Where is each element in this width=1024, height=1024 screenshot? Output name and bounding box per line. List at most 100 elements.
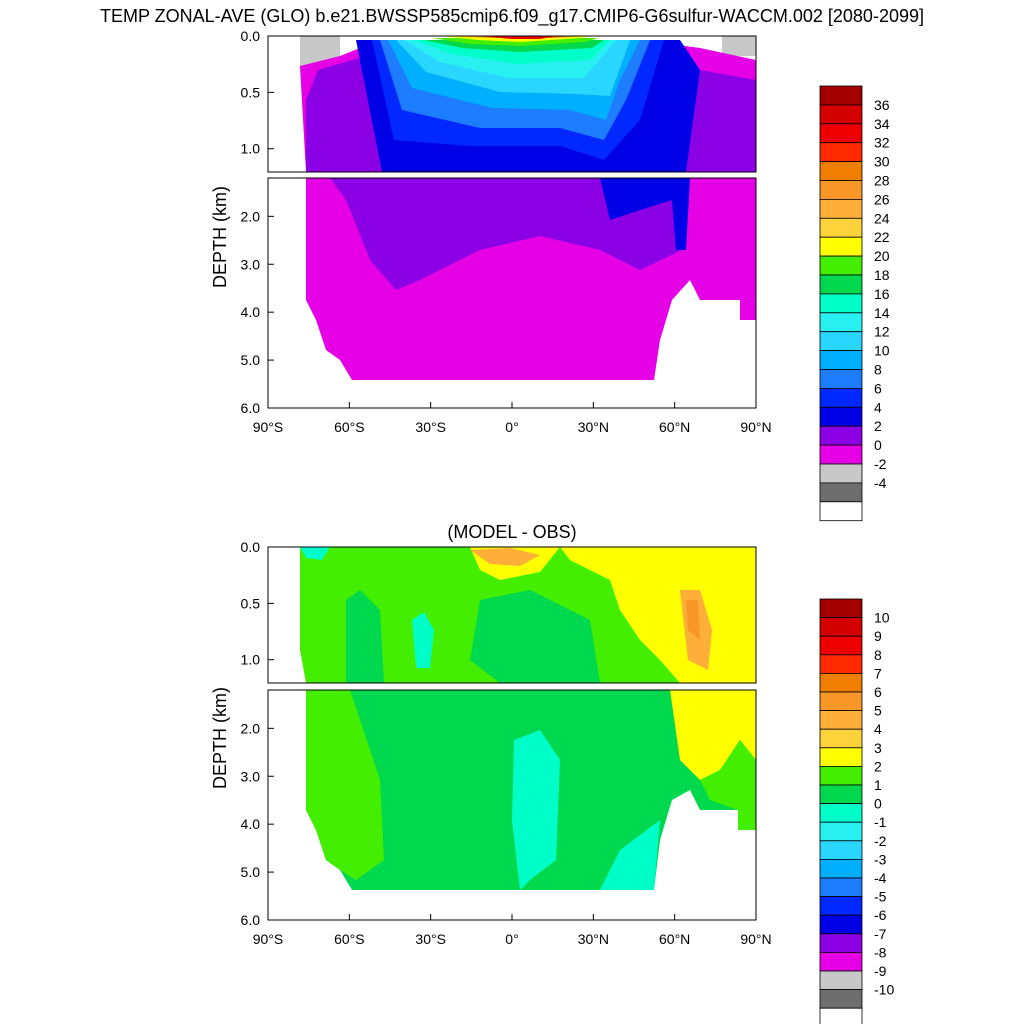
colorbar-swatch [819, 501, 863, 522]
colorbar-swatch [819, 236, 863, 257]
x-tick-label: 60°S [334, 931, 365, 947]
colorbar-swatch [819, 710, 863, 730]
colorbar-swatch [819, 444, 863, 465]
colorbar-label: 20 [874, 248, 890, 264]
panel-2-title: (MODEL - OBS) [447, 522, 577, 542]
colorbar-label: 2 [874, 758, 882, 774]
colorbar-swatch [819, 896, 863, 916]
colorbar-label: 14 [874, 305, 890, 321]
colorbar-label: -5 [874, 889, 887, 905]
colorbar-swatch [819, 85, 863, 106]
panel-2-upper-field [267, 546, 757, 684]
colorbar-swatch [819, 104, 863, 125]
colorbar-swatch [819, 803, 863, 823]
y-tick-label: 1.0 [241, 141, 261, 157]
colorbar-swatch [819, 387, 863, 408]
colorbar-label: -7 [874, 926, 887, 942]
x-tick-label: 30°S [415, 419, 446, 435]
colorbar-swatch [819, 673, 863, 693]
colorbar-label: -8 [874, 944, 887, 960]
y-tick-label: 2.0 [241, 208, 261, 224]
colorbar-label: 16 [874, 286, 890, 302]
colorbar-swatch [819, 766, 863, 786]
colorbar-swatch [819, 180, 863, 200]
x-tick-label: 30°S [415, 931, 446, 947]
colorbar-swatch [819, 989, 863, 1009]
colorbar-swatch [819, 933, 863, 953]
x-tick-label: 30°N [578, 931, 609, 947]
y-tick-label: 1.0 [241, 652, 261, 668]
colorbar-label: 1 [874, 777, 882, 793]
colorbar-label: 32 [874, 135, 890, 151]
colorbar-label: 26 [874, 191, 890, 207]
colorbar-label: -2 [874, 833, 887, 849]
colorbar-label: 4 [874, 399, 882, 415]
colorbar-label: 3 [874, 740, 882, 756]
x-tick-label: 60°N [659, 931, 690, 947]
y-tick-label: 2.0 [241, 720, 261, 736]
panel-2-lower-field [267, 689, 757, 921]
panel-1-lower-field [267, 177, 757, 409]
colorbar-swatch [819, 331, 863, 352]
x-tick-label: 60°S [334, 419, 365, 435]
colorbar-label: 8 [874, 362, 882, 378]
colorbar-label: 10 [874, 343, 890, 359]
colorbar-swatch [819, 691, 863, 712]
colorbar-swatch [819, 482, 863, 503]
panel-1-upper-field [267, 35, 757, 173]
colorbar-swatch [819, 463, 863, 484]
colorbar-swatch [819, 784, 863, 805]
colorbar-swatch [819, 598, 863, 619]
colorbar-label: 28 [874, 173, 890, 189]
panel-1-plot [267, 35, 757, 409]
colorbar-swatch [819, 350, 863, 370]
colorbar-label: -6 [874, 907, 887, 923]
y-tick-label: 0.0 [241, 539, 261, 555]
colorbar-swatch [819, 635, 863, 656]
colorbar-swatch [819, 255, 863, 276]
colorbar-label: -3 [874, 851, 887, 867]
colorbar-swatch [819, 840, 863, 860]
colorbar-label: 8 [874, 647, 882, 663]
colorbar-label: -1 [874, 814, 887, 830]
colorbar-swatch [819, 161, 863, 181]
colorbar-swatch [819, 877, 863, 898]
colorbar-label: 9 [874, 628, 882, 644]
panel-2-plot [267, 546, 757, 921]
colorbar-label: 4 [874, 721, 882, 737]
colorbar-swatch [819, 312, 863, 333]
colorbar-label: 22 [874, 229, 890, 245]
colorbar-swatch [819, 1007, 863, 1024]
colorbar-label: 0 [874, 796, 882, 812]
x-tick-label: 60°N [659, 419, 690, 435]
colorbar-swatch [819, 821, 863, 842]
colorbar-swatch [819, 747, 863, 767]
axes-layer: 90°S 60°S 30°S 0° 30°N 60°N 90°N 0.0 0.5 1.0 2.0 3.… [210, 28, 772, 947]
x-tick-label: 0° [505, 931, 518, 947]
colorbar-label: -4 [874, 870, 887, 886]
chart-title: TEMP ZONAL-AVE (GLO) b.e21.BWSSP585cmip6… [99, 6, 924, 26]
colorbar-swatch [819, 728, 863, 749]
colorbar-swatch [819, 425, 863, 446]
y-tick-label: 5.0 [241, 864, 261, 880]
colorbar-swatch [819, 142, 863, 162]
colorbar-swatch [819, 198, 863, 219]
colorbar-label: 5 [874, 703, 882, 719]
x-tick-label: 90°S [253, 419, 284, 435]
colorbar-label: -2 [874, 456, 887, 472]
colorbar-swatch [819, 406, 863, 427]
y-tick-label: 4.0 [241, 304, 261, 320]
colorbar-swatch [819, 970, 863, 991]
colorbar-label: 18 [874, 267, 890, 283]
colorbar-label: 7 [874, 665, 882, 681]
colorbar-swatch [819, 274, 863, 295]
y-tick-label: 0.5 [241, 595, 261, 611]
y-tick-label: 0.0 [241, 28, 261, 44]
colorbar-swatch [819, 123, 863, 144]
colorbar-swatch [819, 859, 863, 879]
colorbar-swatch [819, 952, 863, 972]
y-tick-label: 4.0 [241, 816, 261, 832]
colorbar-label: 24 [874, 210, 890, 226]
